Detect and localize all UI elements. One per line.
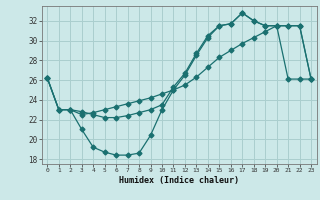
- X-axis label: Humidex (Indice chaleur): Humidex (Indice chaleur): [119, 176, 239, 185]
